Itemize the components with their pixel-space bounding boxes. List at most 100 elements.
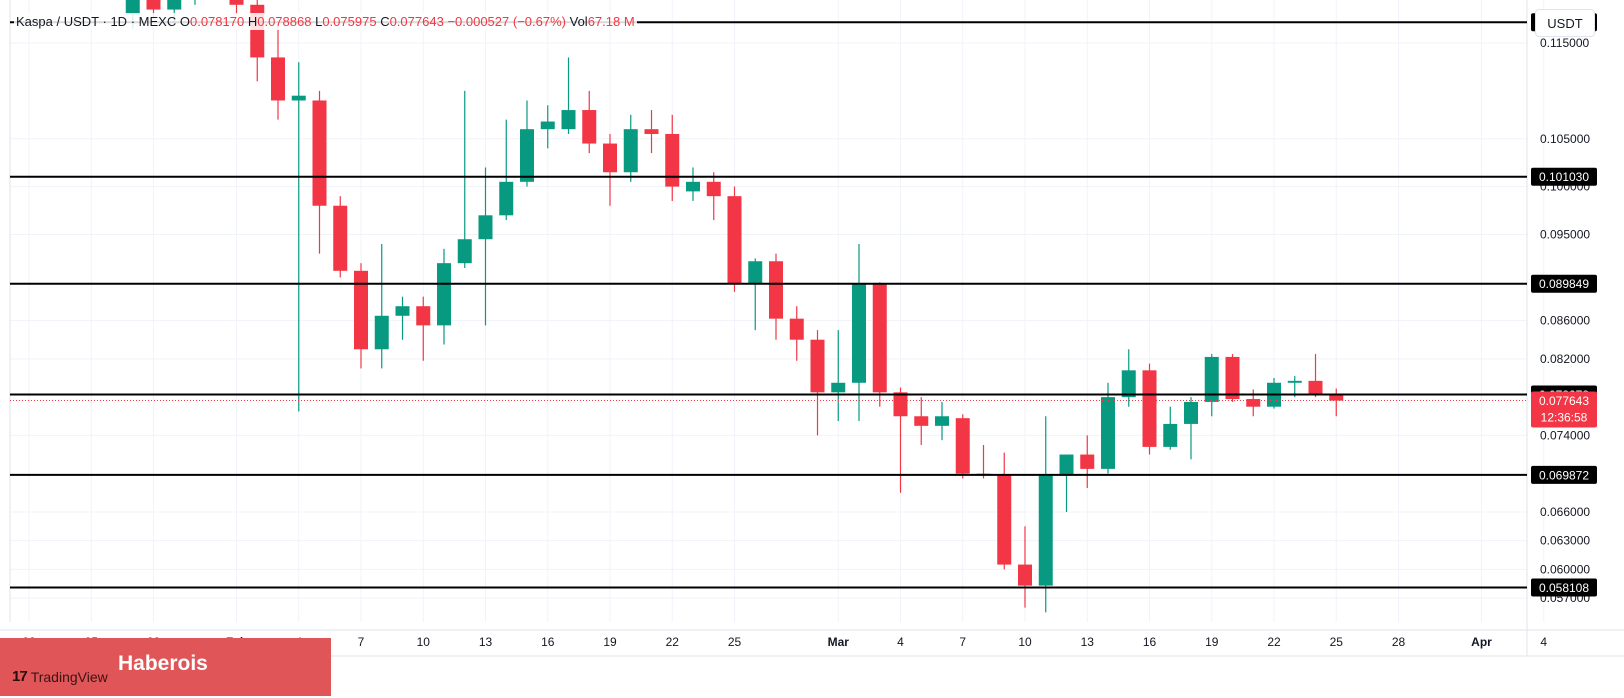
candle[interactable] <box>644 110 659 154</box>
candle[interactable] <box>603 133 617 206</box>
candle-body <box>333 205 348 271</box>
x-tick-label: Apr <box>1471 635 1492 649</box>
x-tick-label: 13 <box>1081 635 1095 649</box>
countdown-label: 12:36:58 <box>1541 411 1588 425</box>
candle[interactable] <box>810 330 825 436</box>
candle[interactable] <box>1308 354 1323 398</box>
high-label: H <box>247 14 258 29</box>
high-value: 0.078868 <box>257 14 312 29</box>
candle[interactable] <box>478 167 493 326</box>
watermark-text: Haberois <box>118 652 208 675</box>
candle[interactable] <box>1018 526 1032 608</box>
candle[interactable] <box>561 57 576 134</box>
level-price-label: 0.089849 <box>1539 277 1589 291</box>
candle-body <box>955 418 970 474</box>
candle[interactable] <box>1080 435 1095 489</box>
candle[interactable] <box>395 296 410 340</box>
candle[interactable] <box>831 330 846 422</box>
candle[interactable] <box>769 253 783 340</box>
candle-body <box>1018 564 1032 586</box>
candle[interactable] <box>914 397 929 445</box>
x-tick-label: 22 <box>666 635 680 649</box>
candle[interactable] <box>955 414 970 479</box>
candle[interactable] <box>706 172 721 221</box>
candle-body <box>1184 401 1198 424</box>
level-price-tag <box>1531 465 1597 484</box>
candle-body <box>291 95 306 101</box>
candle[interactable] <box>374 244 389 369</box>
candle[interactable] <box>312 90 327 254</box>
candle-body <box>312 100 327 206</box>
candle[interactable] <box>437 248 451 345</box>
close-label: C <box>380 14 390 29</box>
candle-body <box>1142 370 1157 447</box>
candle[interactable] <box>1163 406 1178 450</box>
candle-body <box>1204 356 1219 402</box>
candle-body <box>665 133 680 187</box>
candle[interactable] <box>623 114 638 182</box>
candle[interactable] <box>499 119 514 221</box>
candle[interactable] <box>789 306 804 361</box>
candle[interactable] <box>146 0 161 20</box>
level-price-tag <box>1531 274 1597 293</box>
candle[interactable] <box>520 100 534 187</box>
candle[interactable] <box>291 62 306 412</box>
candle[interactable] <box>271 23 285 120</box>
candle[interactable] <box>1121 349 1136 407</box>
y-tick-label: 0.060000 <box>1540 562 1590 576</box>
candle[interactable] <box>1142 363 1157 455</box>
candle[interactable] <box>540 105 555 149</box>
candle[interactable] <box>1038 416 1053 613</box>
candle-body <box>1101 397 1115 469</box>
tradingview-logo: 17 TradingView <box>12 668 108 685</box>
candle[interactable] <box>1184 397 1198 460</box>
currency-button[interactable]: USDT <box>1535 9 1595 37</box>
candle[interactable] <box>686 167 700 201</box>
candle-body <box>935 416 949 426</box>
x-tick-label: 25 <box>1330 635 1344 649</box>
symbol-legend[interactable]: Kaspa / USDT · 1D · MEXC O0.078170 H0.07… <box>14 13 637 30</box>
candle-body <box>831 382 846 393</box>
y-tick-label: 0.115000 <box>1540 36 1589 50</box>
y-tick-label: 0.074000 <box>1540 428 1590 442</box>
candle-body <box>1287 380 1302 383</box>
candle-body <box>769 261 783 319</box>
x-tick-label: 13 <box>479 635 493 649</box>
x-tick-label: 28 <box>1392 635 1406 649</box>
candle[interactable] <box>333 196 348 278</box>
y-tick-label: 0.082000 <box>1540 352 1590 366</box>
candle[interactable] <box>1329 388 1344 417</box>
candle[interactable] <box>872 282 887 407</box>
candle[interactable] <box>1204 354 1219 417</box>
candle[interactable] <box>935 401 949 441</box>
candle[interactable] <box>997 452 1012 570</box>
level-price-label: 0.069872 <box>1539 468 1589 482</box>
candle[interactable] <box>416 296 431 361</box>
candle[interactable] <box>748 258 763 331</box>
candle-body <box>997 475 1012 565</box>
candle-body <box>623 129 638 173</box>
candle-body <box>167 0 182 10</box>
watermark-banner <box>0 638 331 696</box>
candle[interactable] <box>852 244 866 422</box>
candle[interactable] <box>1101 382 1115 474</box>
candle[interactable] <box>727 186 742 292</box>
candle[interactable] <box>1059 454 1074 512</box>
candle-body <box>686 181 700 192</box>
candle-body <box>872 284 887 393</box>
candle-body <box>852 284 866 383</box>
candle-body <box>1059 454 1074 476</box>
candle[interactable] <box>582 90 597 154</box>
candle[interactable] <box>457 90 472 268</box>
candle[interactable] <box>665 114 680 201</box>
candle-body <box>914 416 929 426</box>
x-tick-label: 4 <box>897 635 904 649</box>
candle[interactable] <box>354 263 368 369</box>
candle-body <box>437 263 451 326</box>
low-label: L <box>315 14 323 29</box>
y-tick-label: 0.066000 <box>1540 505 1590 519</box>
candle-body <box>416 306 431 326</box>
candle[interactable] <box>229 0 244 15</box>
x-tick-label: 25 <box>728 635 742 649</box>
